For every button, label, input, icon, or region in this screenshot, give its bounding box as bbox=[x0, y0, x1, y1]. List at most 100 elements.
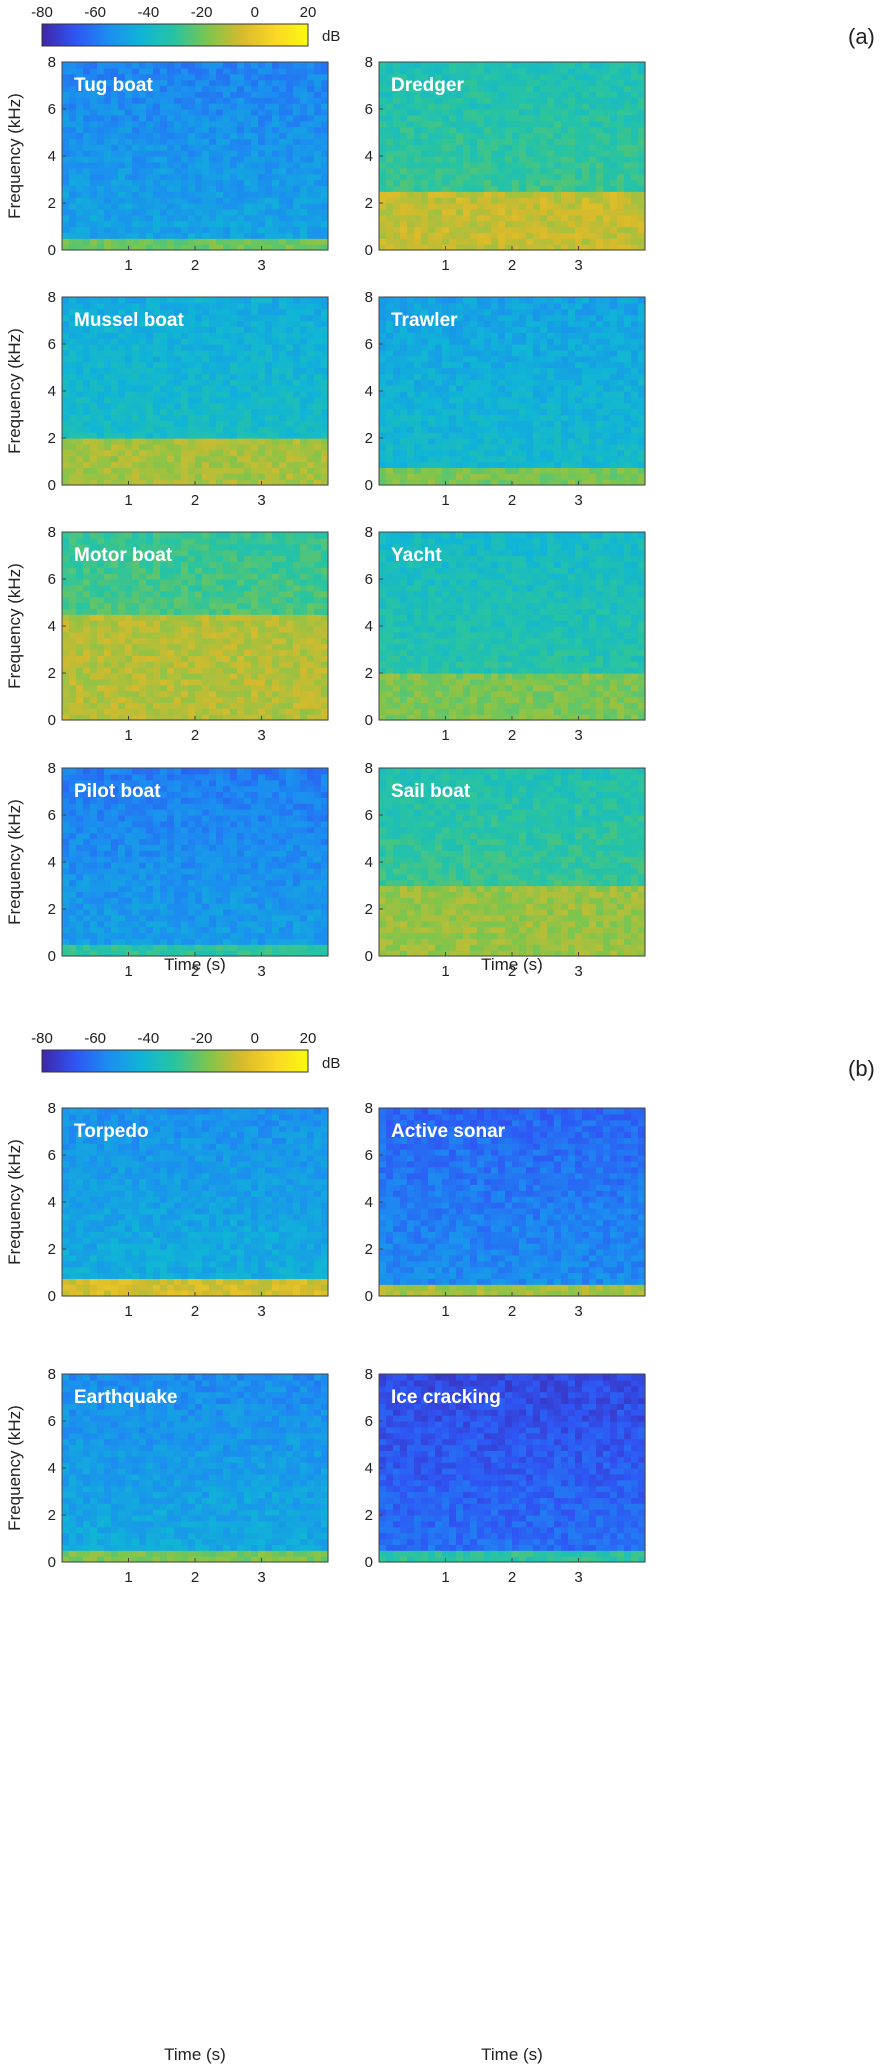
heatmap-cell bbox=[216, 332, 224, 339]
heatmap-cell bbox=[568, 179, 576, 186]
heatmap-cell bbox=[414, 426, 422, 433]
heatmap-cell bbox=[603, 479, 611, 486]
heatmap-cell bbox=[111, 467, 119, 474]
heatmap-cell bbox=[631, 338, 639, 345]
heatmap-cell bbox=[540, 238, 548, 245]
heatmap-cell bbox=[279, 408, 287, 416]
heatmap-cell bbox=[188, 132, 196, 139]
heatmap-cell bbox=[638, 156, 646, 163]
heatmap-cell bbox=[624, 361, 632, 369]
heatmap-cell bbox=[258, 126, 266, 134]
heatmap-cell bbox=[407, 373, 415, 380]
heatmap-cell bbox=[153, 297, 161, 304]
heatmap-cell bbox=[69, 338, 77, 345]
heatmap-cell bbox=[237, 232, 245, 239]
heatmap-cell bbox=[554, 455, 562, 463]
heatmap-cell bbox=[69, 220, 77, 228]
heatmap-cell bbox=[428, 226, 436, 233]
heatmap-cell bbox=[230, 714, 238, 721]
heatmap-cell bbox=[146, 85, 154, 92]
heatmap-cell bbox=[223, 308, 231, 316]
heatmap-cell bbox=[237, 320, 245, 327]
heatmap-cell bbox=[421, 308, 429, 316]
heatmap-cell bbox=[568, 161, 576, 169]
heatmap-cell bbox=[258, 138, 266, 145]
heatmap-cell bbox=[484, 379, 492, 386]
heatmap-cell bbox=[393, 420, 401, 427]
heatmap-cell bbox=[533, 220, 541, 228]
heatmap-cell bbox=[111, 120, 119, 128]
heatmap-cell bbox=[314, 120, 322, 128]
heatmap-cell bbox=[230, 320, 238, 327]
heatmap-cell bbox=[435, 156, 443, 163]
heatmap-cell bbox=[484, 144, 492, 151]
heatmap-cell bbox=[526, 126, 534, 134]
heatmap-cell bbox=[307, 208, 315, 216]
heatmap-cell bbox=[237, 132, 245, 139]
heatmap-cell bbox=[216, 308, 224, 316]
x-tick-label: 2 bbox=[508, 257, 516, 274]
heatmap-cell bbox=[272, 173, 280, 181]
heatmap-cell bbox=[421, 391, 429, 398]
heatmap-cell bbox=[393, 455, 401, 463]
heatmap-cell bbox=[111, 373, 119, 380]
heatmap-cell bbox=[470, 103, 478, 110]
heatmap-cell bbox=[547, 126, 555, 134]
heatmap-cell bbox=[470, 120, 478, 128]
heatmap-cell bbox=[400, 208, 408, 216]
heatmap-cell bbox=[428, 144, 436, 151]
heatmap-cell bbox=[414, 161, 422, 169]
heatmap-cell bbox=[624, 355, 632, 363]
heatmap-cell bbox=[97, 385, 105, 392]
heatmap-cell bbox=[526, 208, 534, 216]
heatmap-cell bbox=[314, 320, 322, 327]
heatmap-cell bbox=[463, 302, 471, 310]
heatmap-cell bbox=[97, 355, 105, 363]
heatmap-cell bbox=[610, 132, 618, 139]
heatmap-cell bbox=[146, 126, 154, 134]
heatmap-cell bbox=[554, 244, 562, 251]
heatmap-cell bbox=[512, 62, 520, 69]
heatmap-cell bbox=[498, 426, 506, 433]
heatmap-cell bbox=[484, 150, 492, 157]
heatmap-cell bbox=[90, 714, 98, 721]
heatmap-cell bbox=[90, 232, 98, 239]
heatmap-cell bbox=[463, 355, 471, 363]
heatmap-cell bbox=[463, 455, 471, 463]
heatmap-cell bbox=[125, 97, 133, 104]
heatmap-cell bbox=[428, 150, 436, 157]
heatmap-cell bbox=[139, 185, 147, 192]
heatmap-cell bbox=[258, 226, 266, 233]
heatmap-cell bbox=[498, 103, 506, 110]
heatmap-cell bbox=[540, 197, 548, 204]
heatmap-cell bbox=[379, 396, 387, 404]
heatmap-cell bbox=[125, 332, 133, 339]
heatmap-cell bbox=[314, 238, 322, 245]
heatmap-cell bbox=[69, 408, 77, 416]
heatmap-cell bbox=[407, 62, 415, 69]
heatmap-cell bbox=[379, 461, 387, 468]
heatmap-cell bbox=[526, 214, 534, 222]
heatmap-cell bbox=[596, 326, 604, 333]
heatmap-cell bbox=[477, 367, 485, 374]
heatmap-cell bbox=[547, 320, 555, 327]
heatmap-cell bbox=[498, 349, 506, 357]
heatmap-cell bbox=[146, 109, 154, 116]
heatmap-cell bbox=[533, 379, 541, 386]
heatmap-cell bbox=[321, 203, 329, 210]
heatmap-cell bbox=[216, 402, 224, 410]
heatmap-cell bbox=[132, 144, 140, 151]
heatmap-cell bbox=[307, 232, 315, 239]
heatmap-cell bbox=[456, 238, 464, 245]
heatmap-cell bbox=[174, 320, 182, 327]
heatmap-cell bbox=[139, 402, 147, 410]
heatmap-cell bbox=[631, 326, 639, 333]
heatmap-cell bbox=[202, 109, 210, 116]
heatmap-cell bbox=[519, 150, 527, 157]
heatmap-cell bbox=[237, 714, 245, 721]
heatmap-cell bbox=[575, 449, 583, 457]
heatmap-cell bbox=[470, 203, 478, 210]
heatmap-cell bbox=[104, 297, 112, 304]
heatmap-cell bbox=[407, 297, 415, 304]
heatmap-cell bbox=[97, 402, 105, 410]
